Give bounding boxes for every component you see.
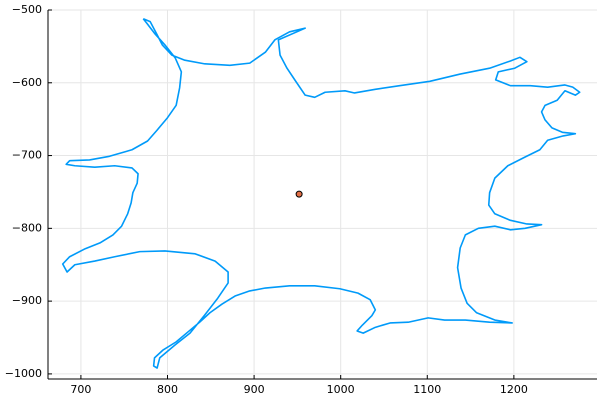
x-tick-label: 1000 <box>327 383 355 396</box>
y-tick-label: −1000 <box>5 367 42 380</box>
y-tick-label: −800 <box>12 221 42 234</box>
y-tick-label: −600 <box>12 76 42 89</box>
curve <box>61 17 581 369</box>
y-tick-label: −500 <box>12 3 42 16</box>
y-tick-label: −700 <box>12 149 42 162</box>
x-tick-label: 900 <box>244 383 265 396</box>
x-tick-label: 1100 <box>413 383 441 396</box>
x-tick-label: 700 <box>70 383 91 396</box>
x-tick-label: 800 <box>157 383 178 396</box>
y-tick-label: −900 <box>12 294 42 307</box>
point <box>295 190 303 198</box>
x-tick-label: 1200 <box>500 383 528 396</box>
